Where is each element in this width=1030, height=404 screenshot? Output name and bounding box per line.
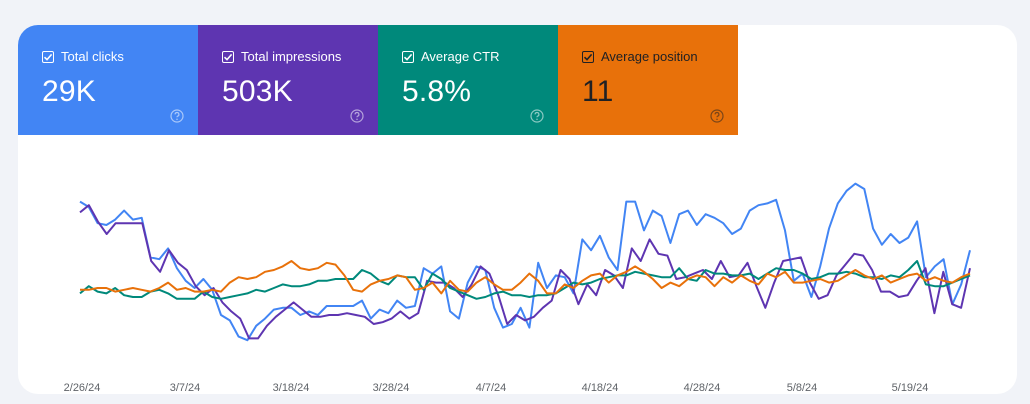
metric-value: 11 [582,75,614,108]
checkbox-checked-icon[interactable] [222,50,234,63]
x-tick-label: 4/28/24 [684,382,721,394]
metric-label: Average position [601,49,698,64]
metric-label: Total clicks [61,49,124,64]
metric-tab-average-position[interactable]: Average position 11 [558,25,738,135]
series-line-1 [79,182,971,342]
metric-tab-total-impressions[interactable]: Total impressions 503K [198,25,378,135]
x-tick-label: 4/18/24 [582,382,619,394]
series-line-3 [79,260,971,300]
metric-value: 503K [222,75,293,108]
metric-tab-total-clicks[interactable]: Total clicks 29K [18,25,198,135]
x-tick-label: 3/28/24 [373,382,410,394]
x-tick-label: 3/7/24 [170,382,201,394]
metric-label: Average CTR [421,49,500,64]
series-line-4 [80,260,971,295]
checkbox-checked-icon[interactable] [42,50,54,63]
help-circle-icon[interactable] [350,109,364,123]
metric-value: 29K [42,75,96,108]
x-tick-label: 4/7/24 [476,382,507,394]
help-circle-icon[interactable] [710,109,724,123]
x-tick-label: 3/18/24 [273,382,310,394]
x-tick-label: 2/26/24 [64,382,101,394]
x-tick-label: 5/8/24 [787,382,818,394]
checkbox-checked-icon[interactable] [402,50,414,63]
metric-tabs: Total clicks 29K Total impressions 503K Aver… [18,25,738,135]
performance-card: Total clicks 29K Total impressions 503K Aver… [18,25,1017,394]
metric-header: Average position [582,49,698,64]
help-circle-icon[interactable] [170,109,184,123]
metric-tab-average-ctr[interactable]: Average CTR 5.8% [378,25,558,135]
checkbox-checked-icon[interactable] [582,50,594,63]
line-chart: 2/26/24 3/7/24 3/18/24 3/28/24 4/7/24 4/18/24… [64,182,971,394]
metric-label: Total impressions [241,49,342,64]
metric-value: 5.8% [402,75,472,108]
performance-chart: 2/26/24 3/7/24 3/18/24 3/28/24 4/7/24 4/18/24… [18,135,1017,394]
series-line-2 [79,204,971,340]
help-circle-icon[interactable] [530,109,544,123]
metric-header: Total impressions [222,49,341,64]
metric-header: Total clicks [42,49,124,64]
x-tick-label: 5/19/24 [892,382,929,394]
metric-header: Average CTR [402,49,500,64]
